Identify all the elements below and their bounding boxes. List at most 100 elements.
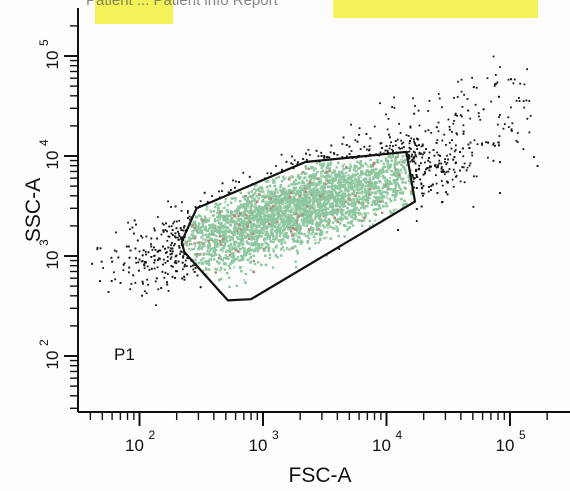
- gated-event: [297, 215, 300, 218]
- gated-event: [323, 183, 326, 186]
- gated-event: [314, 215, 317, 218]
- gated-event: [306, 240, 309, 243]
- gated-event: [290, 210, 293, 214]
- gated-event: [214, 202, 217, 206]
- gated-event: [342, 179, 345, 183]
- ungated-event: [141, 236, 144, 239]
- gated-event: [240, 217, 243, 221]
- ungated-event: [439, 154, 441, 157]
- gated-event: [368, 177, 371, 180]
- gated-event: [342, 177, 345, 181]
- gated-event: [393, 188, 396, 192]
- gated-event: [365, 184, 368, 188]
- ungated-event: [411, 153, 413, 156]
- gated-event: [312, 208, 315, 211]
- gated-event: [204, 240, 207, 244]
- gated-event: [341, 175, 345, 178]
- gated-event: [273, 207, 277, 210]
- gated-event: [334, 191, 338, 194]
- gated-event: [255, 238, 259, 241]
- gated-event: [363, 177, 366, 180]
- ungated-event: [462, 155, 465, 158]
- ungated-event: [135, 261, 138, 264]
- gated-event: [350, 222, 353, 225]
- gated-event: [316, 209, 319, 212]
- ungated-event: [193, 271, 196, 273]
- gated-event: [230, 252, 233, 255]
- ungated-event: [430, 189, 432, 191]
- gated-event: [308, 197, 311, 200]
- gated-event: [380, 159, 383, 163]
- gated-event: [356, 183, 360, 186]
- gated-event: [247, 192, 250, 195]
- gated-event: [283, 210, 286, 213]
- gated-event: [385, 169, 388, 173]
- gated-event: [279, 184, 283, 187]
- gated-event: [224, 216, 227, 220]
- gated-event: [304, 216, 307, 219]
- gated-event: [327, 174, 330, 178]
- gated-event: [248, 212, 251, 215]
- ungated-event: [178, 246, 181, 249]
- gated-event: [318, 201, 322, 205]
- gated-event: [341, 217, 345, 221]
- gated-event: [358, 162, 361, 165]
- gated-event: [398, 186, 401, 189]
- gated-event: [241, 220, 244, 224]
- gated-event: [193, 220, 197, 224]
- ungated-event: [407, 154, 410, 157]
- gated-event: [348, 179, 351, 182]
- gated-event: [376, 176, 380, 180]
- ungated-event: [397, 229, 399, 231]
- gated-event: [208, 243, 212, 246]
- gated-event: [385, 185, 388, 188]
- ungated-event: [177, 238, 180, 241]
- gated-event: [244, 236, 247, 239]
- gated-event: [257, 247, 261, 250]
- gated-event: [394, 157, 397, 161]
- gated-event: [245, 226, 249, 230]
- gated-event: [245, 240, 249, 243]
- gated-event: [405, 202, 408, 206]
- gated-event: [249, 207, 252, 211]
- ungated-event: [390, 141, 392, 144]
- gated-event: [319, 192, 323, 196]
- ungated-event: [174, 232, 177, 235]
- gated-event: [191, 225, 194, 228]
- gated-event: [382, 162, 385, 165]
- gated-event: [328, 212, 332, 215]
- ungated-event: [164, 247, 166, 250]
- gated-event: [360, 197, 364, 201]
- gated-event: [229, 239, 232, 242]
- ungated-event: [408, 142, 411, 145]
- ungated-event: [462, 166, 465, 169]
- ungated-event: [410, 155, 413, 158]
- gated-event: [312, 178, 316, 182]
- gated-event: [264, 204, 267, 208]
- ungated-event: [291, 155, 293, 158]
- gated-event: [294, 260, 297, 263]
- gated-event: [346, 177, 350, 180]
- gated-event: [216, 211, 220, 214]
- ungated-event: [529, 114, 532, 117]
- gated-event: [247, 248, 250, 251]
- gated-event: [338, 203, 341, 206]
- gated-event: [358, 212, 362, 215]
- gated-event: [238, 226, 242, 229]
- gated-event: [277, 213, 280, 216]
- ungated-event: [141, 260, 144, 262]
- gated-event: [311, 222, 314, 225]
- gated-event: [302, 224, 306, 227]
- gated-event: [207, 261, 210, 264]
- gated-event: [266, 185, 269, 189]
- gated-event: [340, 190, 343, 193]
- ungated-event: [170, 247, 172, 250]
- gated-event: [384, 179, 387, 183]
- gated-event: [331, 221, 335, 224]
- gated-event: [221, 226, 224, 229]
- gated-event: [300, 185, 304, 189]
- gated-event: [403, 161, 406, 164]
- gated-event: [198, 244, 201, 247]
- gated-event: [336, 218, 340, 221]
- gated-event: [338, 222, 342, 225]
